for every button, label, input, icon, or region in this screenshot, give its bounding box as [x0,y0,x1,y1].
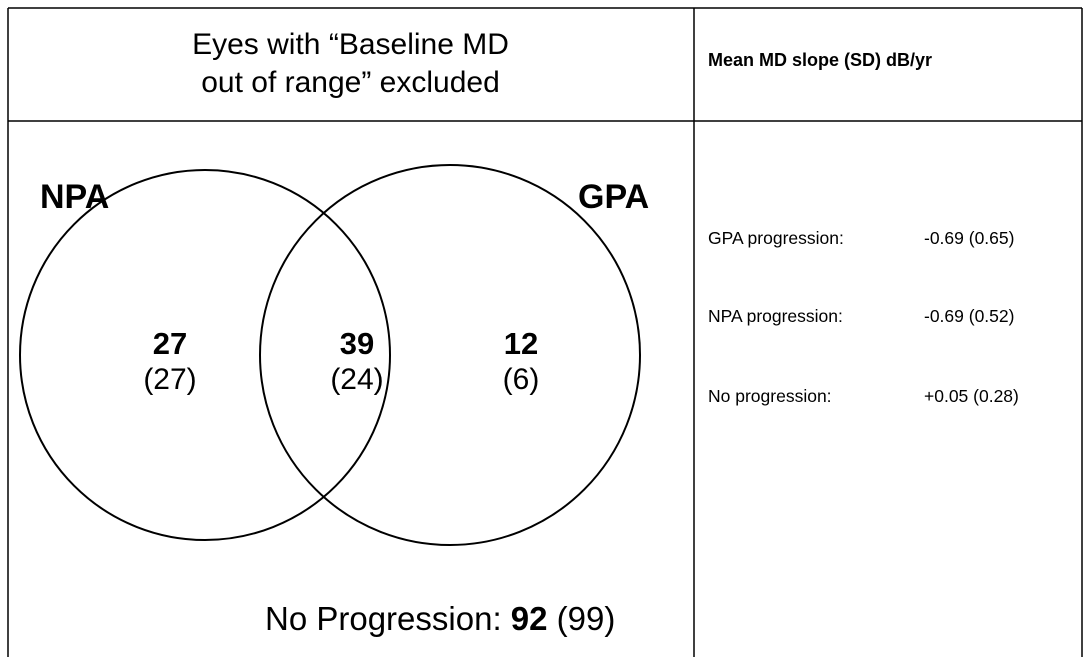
slope-row-value: -0.69 (0.65) [924,228,1015,248]
no-progression-value: 92 [510,600,548,637]
gpa-only-count: 12 (6) [461,326,581,398]
gpa-only-paren: (6) [502,363,540,396]
diagram-title-line-2: out of range” excluded [201,66,500,99]
gpa-set-label: GPA [578,178,650,216]
overlap-count: 39 (24) [297,326,417,398]
slope-column-header: Mean MD slope (SD) dB/yr [708,50,933,70]
gpa-only-value: 12 [503,326,539,361]
slope-row-label: No progression: [708,386,832,406]
npa-only-value: 27 [152,326,188,361]
no-progression-label: No Progression: [265,600,502,637]
npa-only-paren: (27) [143,363,197,396]
gpa-circle [259,164,641,546]
npa-only-count: 27 (27) [110,326,230,398]
npa-set-label: NPA [40,178,110,216]
diagram-title: Eyes with “Baseline MD out of range” exc… [8,8,693,120]
no-progression-paren: (99) [556,600,616,637]
no-progression-summary: No Progression: 92 (99) [265,600,615,638]
slope-row-value: -0.69 (0.52) [924,306,1015,326]
slope-row-label: NPA progression: [708,306,843,326]
slope-row-value: +0.05 (0.28) [924,386,1019,406]
overlap-value: 39 [339,326,375,361]
slope-row-label: GPA progression: [708,228,844,248]
npa-circle [19,169,391,541]
diagram-title-line-1: Eyes with “Baseline MD [192,28,509,61]
overlap-paren: (24) [330,363,384,396]
